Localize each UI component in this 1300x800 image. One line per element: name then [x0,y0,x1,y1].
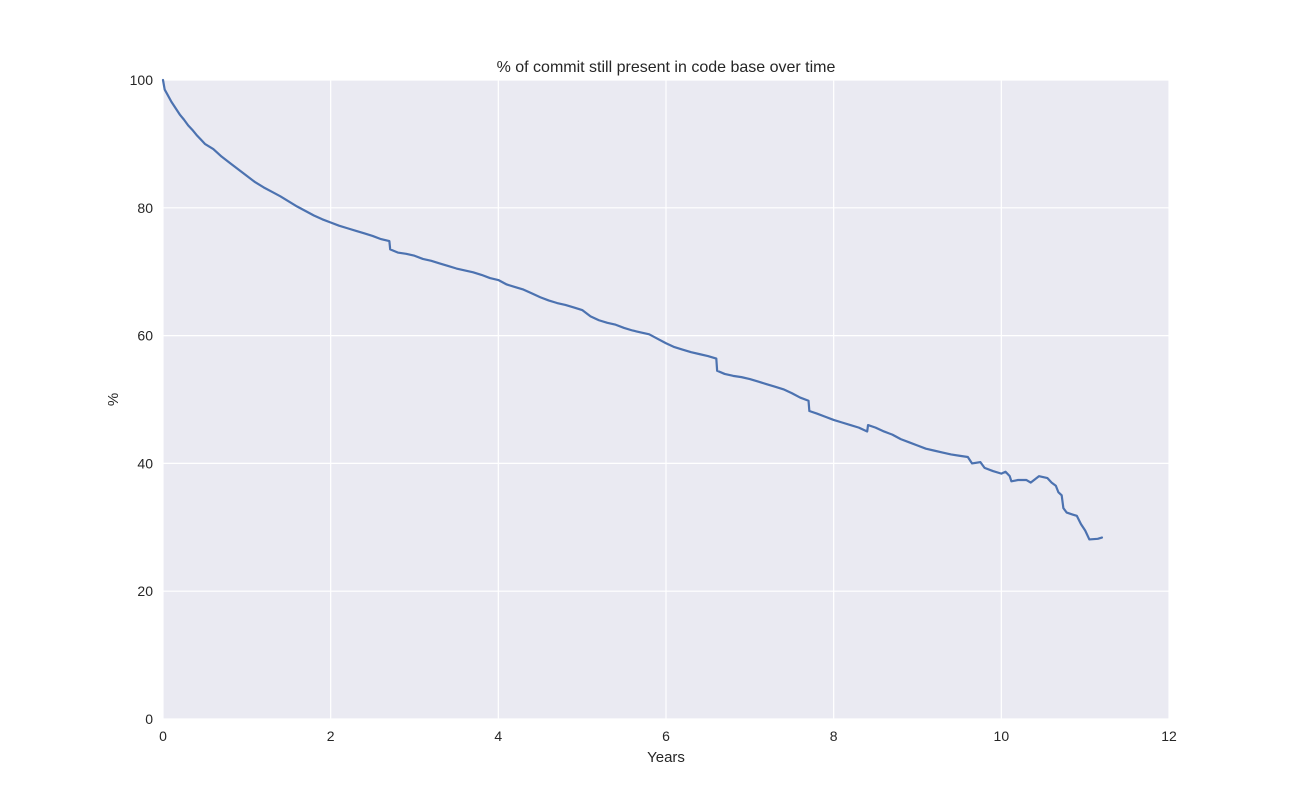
x-tick-label: 8 [830,728,838,744]
x-tick-label: 12 [1161,728,1177,744]
x-tick-label: 2 [327,728,335,744]
chart-title: % of commit still present in code base o… [497,59,836,76]
y-tick-label: 0 [145,711,153,727]
series-line-0 [161,78,1104,541]
x-tick-label: 10 [994,728,1010,744]
series-layer [161,78,1104,541]
y-tick-label: 20 [137,583,153,599]
x-axis-title: Years [647,749,685,766]
x-tick-label: 4 [494,728,502,744]
grid-lines [162,79,1170,720]
y-tick-label: 60 [137,328,153,344]
y-axis-title: % [105,393,122,406]
y-tick-label: 40 [137,455,153,471]
x-tick-label: 6 [662,728,670,744]
x-axis-ticks: 0 2 4 6 8 10 12 [159,728,1177,744]
y-axis-ticks: 0 20 40 60 80 100 [130,72,154,727]
y-tick-label: 80 [137,200,153,216]
x-tick-label: 0 [159,728,167,744]
y-tick-label: 100 [130,72,154,88]
